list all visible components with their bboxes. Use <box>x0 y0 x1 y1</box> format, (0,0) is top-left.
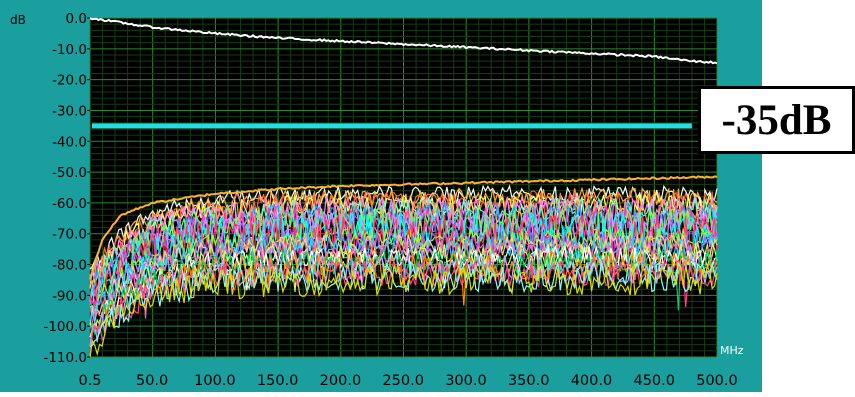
y-tick-label: -10.0 <box>52 42 87 58</box>
noise-series-line <box>89 263 718 358</box>
y-tick-label: -30.0 <box>52 103 87 119</box>
x-tick-label: 200.0 <box>320 373 362 389</box>
x-tick-label: 50.0 <box>136 373 168 389</box>
series-line <box>89 175 718 280</box>
y-tick-label: -40.0 <box>52 134 87 150</box>
y-tick-label: -110.0 <box>43 350 87 366</box>
y-tick-label: -80.0 <box>52 258 87 274</box>
x-tick-label: 400.0 <box>571 373 613 389</box>
y-tick-label: -70.0 <box>52 227 87 243</box>
spectrum-chart: 0.0 -10.0 -20.0 -30.0 -40.0 -50.0 -60.0 -70.0 -8… <box>0 0 762 392</box>
x-tick-label: 300.0 <box>445 373 487 389</box>
y-tick-label: -50.0 <box>52 165 87 181</box>
threshold-callout: -35dB <box>698 86 855 154</box>
x-tick-label: 100.0 <box>194 373 236 389</box>
x-tick-label: 150.0 <box>257 373 299 389</box>
series-line <box>89 17 718 65</box>
y-tick-label: -100.0 <box>43 319 87 335</box>
chart-series <box>89 17 718 358</box>
y-tick-label: -60.0 <box>52 196 87 212</box>
x-tick-label: 350.0 <box>508 373 550 389</box>
y-axis-unit: dB <box>10 13 26 27</box>
y-axis-ticks: 0.0 -10.0 -20.0 -30.0 -40.0 -50.0 -60.0 -70.0 -8… <box>43 11 90 366</box>
x-tick-label: 0.5 <box>78 373 101 389</box>
y-tick-label: 0.0 <box>66 11 87 27</box>
spectrum-graph-panel: 0.0 -10.0 -20.0 -30.0 -40.0 -50.0 -60.0 -70.0 -8… <box>0 0 762 392</box>
x-axis-unit: MHz <box>720 344 744 357</box>
x-axis-ticks: 0.5 50.0 100.0 150.0 200.0 250.0 300.0 350.0 400… <box>78 373 737 389</box>
x-tick-label: 500.0 <box>696 373 738 389</box>
x-tick-label: 250.0 <box>382 373 424 389</box>
y-tick-label: -20.0 <box>52 73 87 89</box>
x-tick-label: 450.0 <box>633 373 675 389</box>
noise-series-line <box>89 196 718 302</box>
y-tick-label: -90.0 <box>52 288 87 304</box>
noise-series-line <box>89 244 718 338</box>
noise-series-line <box>89 184 718 270</box>
